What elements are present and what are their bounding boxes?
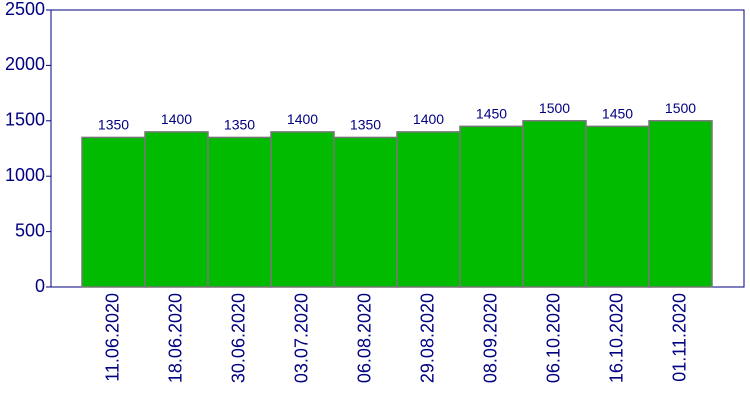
y-tick-label: 1000 [5,165,45,185]
value-label: 1500 [539,100,570,116]
y-tick-label: 0 [35,276,45,296]
value-label: 1350 [98,116,129,132]
bar [333,136,398,288]
value-label: 1450 [476,105,507,121]
bar [207,136,272,288]
y-tick-label: 2000 [5,54,45,74]
x-tick-label: 06.08.2020 [354,293,374,383]
x-tick-label: 29.08.2020 [417,293,437,383]
value-label: 1350 [350,116,381,132]
value-label: 1400 [413,111,444,127]
x-tick-label: 03.07.2020 [291,293,311,383]
bar [144,131,209,288]
value-label: 1450 [602,105,633,121]
x-tick-label: 11.06.2020 [102,293,122,382]
y-tick-label: 2500 [5,0,45,19]
bar [459,125,524,288]
x-tick-label: 08.09.2020 [480,293,500,383]
bar [81,136,146,288]
bar [396,131,461,288]
value-label: 1400 [161,111,192,127]
x-tick-label: 16.10.2020 [606,293,626,383]
y-tick-label: 500 [15,220,45,240]
y-tick-label: 1500 [5,110,45,130]
value-label: 1400 [287,111,318,127]
bar [522,120,587,288]
bar [648,120,713,288]
value-label: 1350 [224,116,255,132]
bar [270,131,335,288]
x-tick-label: 06.10.2020 [543,293,563,383]
x-tick-label: 18.06.2020 [165,293,185,383]
x-tick-label: 30.06.2020 [228,293,248,383]
bar [585,125,650,288]
x-tick-label: 01.11.2020 [669,293,689,382]
value-label: 1500 [665,100,696,116]
